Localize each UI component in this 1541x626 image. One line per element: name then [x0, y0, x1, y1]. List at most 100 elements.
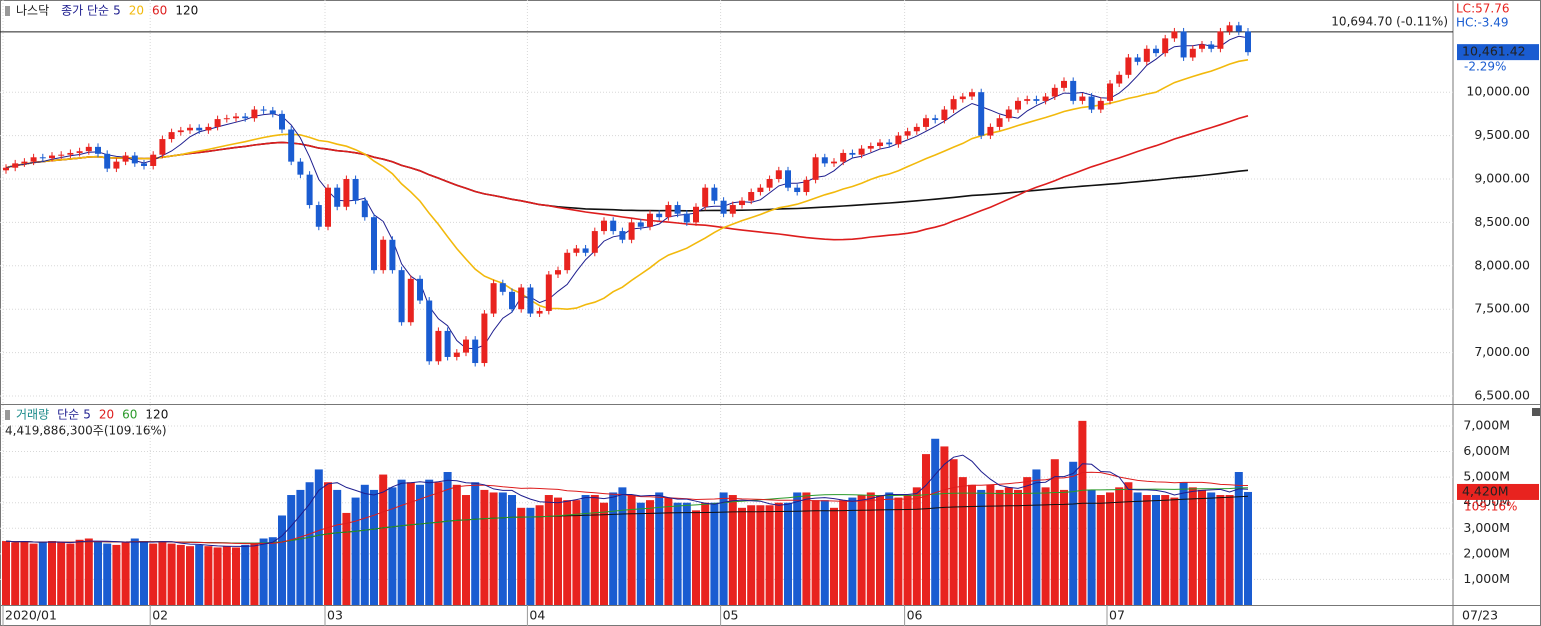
candle-body — [978, 92, 985, 136]
candle-body — [1189, 48, 1196, 58]
y-tick-label: 8,500.00 — [1474, 214, 1530, 229]
volume-bar — [1216, 495, 1225, 605]
volume-bar — [1152, 495, 1160, 605]
volume-bar — [388, 487, 397, 605]
volume-bar — [673, 502, 682, 605]
volume-bar — [489, 492, 498, 605]
volume-bar — [75, 539, 84, 605]
volume-bar — [140, 541, 148, 605]
lc-label: LC:57.76 — [1456, 2, 1509, 16]
candle-body — [205, 126, 212, 131]
volume-bar — [296, 489, 305, 605]
volume-bar — [1023, 477, 1032, 605]
panel-icon — [5, 6, 10, 16]
panel-icon — [5, 410, 10, 420]
volume-bar — [1041, 487, 1050, 605]
candle-body — [76, 151, 83, 153]
candle-body — [831, 161, 837, 164]
candle-body — [472, 339, 479, 364]
volume-bar — [1014, 489, 1022, 605]
volume-bar — [1115, 487, 1124, 605]
volume-bar — [213, 547, 222, 605]
volume-bar — [121, 542, 130, 605]
x-tick-label: 2020/01 — [5, 608, 57, 623]
candle-body — [380, 239, 387, 271]
volume-bar — [544, 495, 553, 605]
last-price-box — [1457, 44, 1539, 61]
volume-ma-line — [5, 471, 1249, 545]
header-text: 120 — [175, 4, 198, 18]
x-tick-label: 06 — [907, 608, 923, 623]
y-tick-label: 3,000M — [1463, 520, 1510, 535]
ma-line — [5, 59, 1249, 311]
volume-bar — [1087, 489, 1096, 605]
volume-bar — [452, 484, 461, 605]
volume-bar — [958, 477, 967, 605]
volume-bar — [29, 543, 38, 605]
candle-body — [453, 352, 460, 357]
candle-body — [509, 291, 515, 310]
candle-body — [223, 118, 230, 120]
volume-bar — [820, 500, 829, 605]
volume-bar — [471, 482, 480, 605]
candle-body — [969, 92, 975, 97]
candle-body — [95, 146, 101, 154]
volume-bar — [425, 479, 434, 605]
volume-bar — [710, 502, 719, 605]
x-tick-label: 07 — [1109, 608, 1125, 623]
candle-body — [785, 170, 791, 188]
candle-body — [3, 167, 9, 171]
volume-bar — [931, 438, 940, 605]
candle-body — [573, 248, 580, 253]
volume-bar — [1060, 489, 1068, 605]
volume-bar — [719, 492, 728, 605]
volume-bar — [609, 492, 618, 605]
current-date: 07/23 — [1462, 608, 1498, 623]
volume-bar — [894, 497, 903, 605]
volume-bar — [1244, 491, 1252, 605]
volume-bar — [977, 489, 986, 605]
candle-body — [315, 205, 322, 227]
candle-body — [1199, 44, 1205, 49]
volume-bar — [1078, 420, 1087, 605]
candle-body — [1180, 31, 1187, 58]
candle-body — [1217, 31, 1224, 49]
candle-body — [85, 146, 92, 152]
volume-bar — [314, 469, 323, 605]
volume-bar — [986, 484, 995, 605]
candle-body — [555, 270, 561, 275]
candle-body — [58, 154, 65, 156]
volume-bar — [480, 489, 489, 605]
candle-body — [444, 330, 451, 357]
volume-bar — [1179, 482, 1188, 605]
candle-body — [647, 213, 653, 227]
candle-body — [177, 130, 184, 133]
x-tick-label: 02 — [152, 608, 168, 623]
volume-bar — [176, 544, 185, 605]
candle-body — [196, 127, 203, 131]
candle-body — [1005, 109, 1012, 119]
candle-body — [564, 252, 571, 271]
volume-bar — [360, 484, 369, 605]
volume-bar — [342, 512, 351, 605]
volume-bar — [995, 489, 1004, 605]
candle-body — [288, 129, 295, 162]
y-tick-label: 9,000.00 — [1474, 170, 1530, 185]
candle-body — [720, 200, 727, 214]
volume-bar — [784, 502, 792, 605]
candle-body — [361, 200, 368, 218]
candle-body — [334, 187, 341, 207]
volume-bar — [554, 497, 562, 605]
header-text: 5 — [83, 408, 91, 422]
volume-bar — [572, 500, 581, 605]
candle-body — [389, 239, 396, 271]
volume-bar — [701, 502, 710, 605]
volume-ma-line — [5, 454, 1249, 547]
candle-body — [1162, 38, 1169, 54]
candle-body — [821, 157, 828, 164]
panel-close-icon[interactable] — [1532, 408, 1540, 416]
candle-body — [582, 248, 589, 253]
header-text: 단순 — [57, 408, 79, 422]
candle-body — [895, 135, 902, 145]
